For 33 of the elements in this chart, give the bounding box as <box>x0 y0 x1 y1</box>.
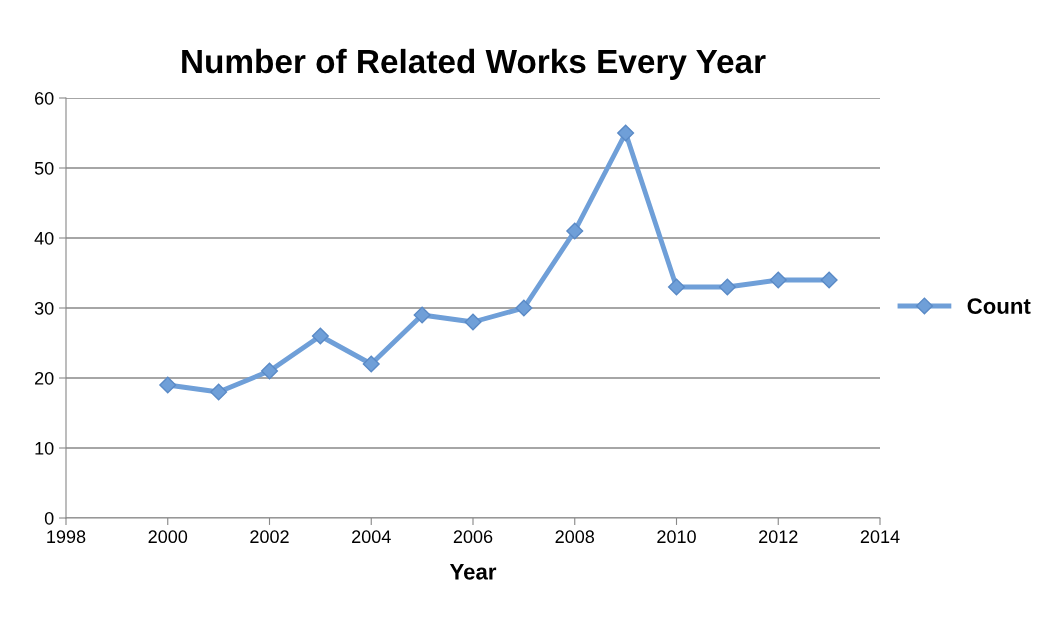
point <box>667 278 686 296</box>
y-tick-label: 60 <box>35 91 54 105</box>
x-tick-label: 2014 <box>860 530 900 544</box>
y-tick-label: 20 <box>35 371 54 385</box>
point <box>311 327 329 345</box>
y-tick-label: 30 <box>34 301 54 315</box>
chart-title: Number of Related Works Every Year <box>182 48 766 80</box>
point <box>617 124 635 142</box>
point <box>260 362 279 380</box>
x-tick-label: 1998 <box>47 530 86 544</box>
point <box>566 222 584 240</box>
x-tick-label: 2008 <box>555 530 595 544</box>
x-axis-title: Year <box>449 564 497 580</box>
point <box>820 271 838 289</box>
y-tick-label: 10 <box>35 441 54 455</box>
x-tick-label: 2012 <box>759 530 798 544</box>
y-tick-label: 40 <box>34 231 54 245</box>
y-tick-label: 0 <box>44 511 54 525</box>
point <box>159 376 177 394</box>
point <box>413 306 431 324</box>
point <box>362 355 380 373</box>
x-tick-label: 2004 <box>352 530 391 544</box>
legend-label: Count <box>967 298 1031 314</box>
point <box>769 271 787 289</box>
point <box>210 383 228 401</box>
x-tick-label: 2006 <box>453 530 493 544</box>
y-tick-label: 50 <box>34 161 54 175</box>
point <box>718 278 736 296</box>
x-tick-label: 2000 <box>148 530 188 544</box>
x-tick-label: 2010 <box>657 530 696 544</box>
x-tick-label: 2002 <box>250 530 289 544</box>
point <box>515 299 533 317</box>
point <box>464 313 482 331</box>
